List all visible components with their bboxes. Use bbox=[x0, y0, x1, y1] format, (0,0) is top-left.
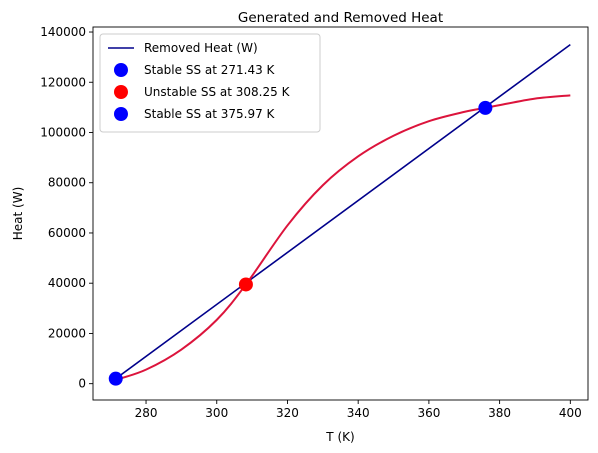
legend: Removed Heat (W) Stable SS at 271.43 K Uns… bbox=[99, 33, 321, 133]
y-tick-label: 40000 bbox=[48, 276, 86, 290]
generated-heat-curve bbox=[115, 94, 571, 381]
legend-entry-label: Removed Heat (W) bbox=[144, 41, 258, 55]
plot-frame bbox=[92, 26, 589, 401]
x-axis-label: T (K) bbox=[325, 430, 354, 444]
y-tick-label: 20000 bbox=[48, 326, 86, 340]
chart-title: Generated and Removed Heat bbox=[238, 10, 443, 26]
steady-state-point-3 bbox=[478, 100, 493, 115]
removed-heat-line bbox=[115, 43, 571, 380]
y-axis-label: Heat (W) bbox=[11, 187, 25, 241]
y-tick-label: 0 bbox=[78, 377, 86, 391]
legend-marker-swatch bbox=[114, 107, 128, 121]
steady-state-point-1 bbox=[108, 371, 123, 386]
x-tick-label: 380 bbox=[488, 406, 511, 420]
x-tick-label: 400 bbox=[559, 406, 582, 420]
y-tick-label: 60000 bbox=[48, 226, 86, 240]
x-tick-label: 360 bbox=[417, 406, 440, 420]
y-tick-label: 100000 bbox=[40, 125, 86, 139]
x-tick-label: 300 bbox=[205, 406, 228, 420]
y-tick-label: 140000 bbox=[40, 25, 86, 39]
x-tick-label: 320 bbox=[276, 406, 299, 420]
plot-area bbox=[108, 43, 571, 386]
y-tick-label: 80000 bbox=[48, 176, 86, 190]
legend-entry-label: Stable SS at 271.43 K bbox=[144, 63, 276, 77]
x-tick-label: 280 bbox=[135, 406, 158, 420]
y-tick-label: 120000 bbox=[40, 75, 86, 89]
legend-box bbox=[99, 33, 321, 133]
legend-entry-label: Stable SS at 375.97 K bbox=[144, 107, 276, 121]
steady-state-point-2 bbox=[238, 277, 253, 292]
legend-entry-label: Unstable SS at 308.25 K bbox=[144, 85, 291, 99]
legend-marker-swatch bbox=[114, 63, 128, 77]
legend-marker-swatch bbox=[114, 85, 128, 99]
x-tick-label: 340 bbox=[347, 406, 370, 420]
